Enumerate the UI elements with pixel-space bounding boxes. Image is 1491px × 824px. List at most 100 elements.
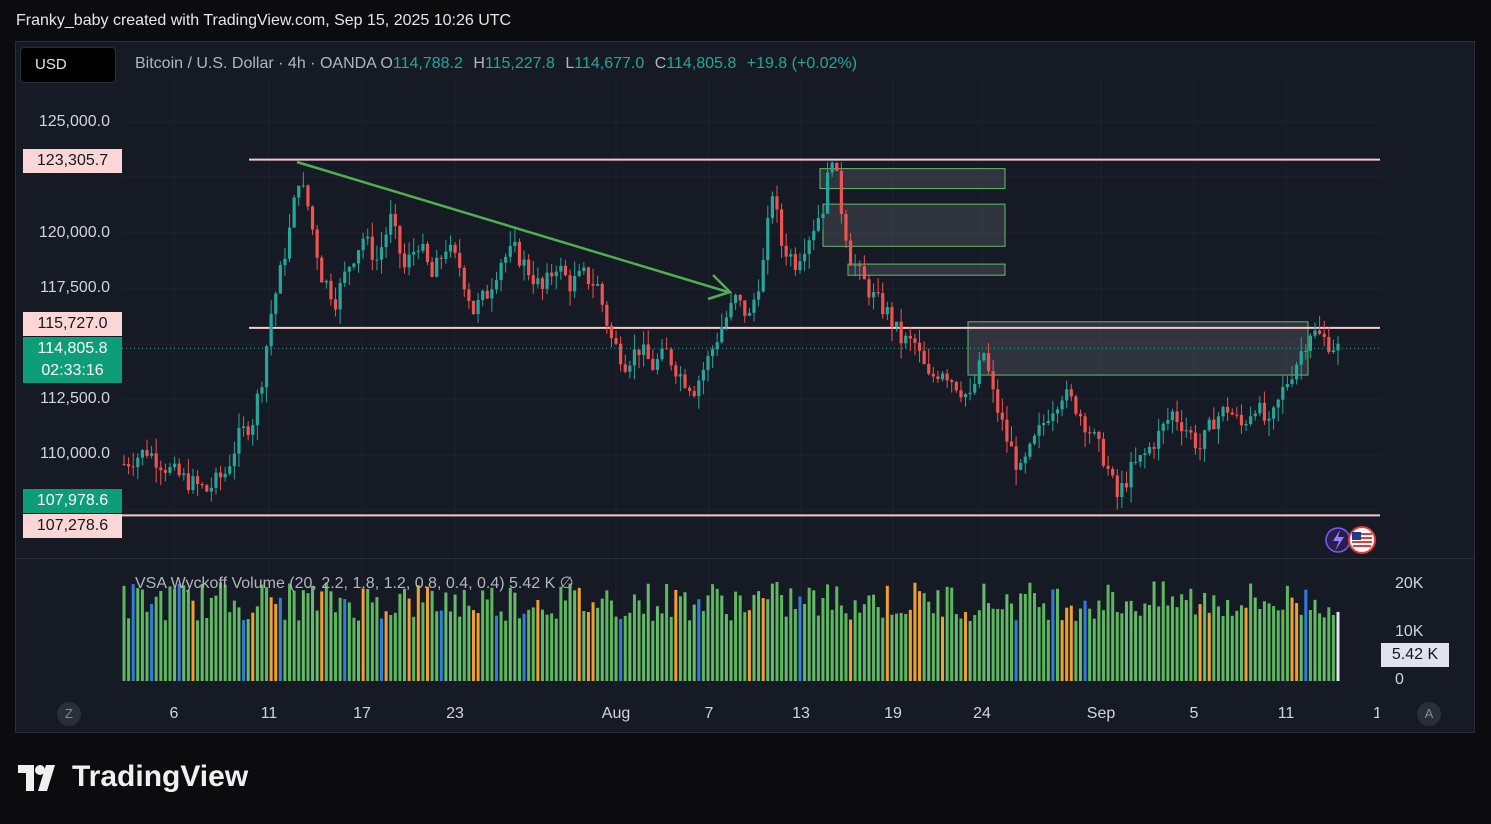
auto-scale-button[interactable]: A <box>1417 702 1441 726</box>
candle-body <box>218 472 223 478</box>
candle-body <box>1097 431 1101 439</box>
volume-bar <box>628 612 632 681</box>
candle-body <box>835 162 839 171</box>
volume-tick: 20K <box>1395 575 1424 592</box>
volume-bar <box>1258 608 1262 681</box>
candle-body <box>1249 416 1253 425</box>
time-tick: 19 <box>884 705 902 722</box>
zoom-button[interactable]: Z <box>57 702 81 726</box>
candle-body <box>669 349 673 366</box>
currency-selector[interactable]: USD <box>20 47 116 83</box>
volume-bar <box>260 584 264 681</box>
volume-bar <box>609 600 613 681</box>
time-tick: Sep <box>1086 705 1116 722</box>
volume-bar <box>996 608 1000 681</box>
candle-body <box>462 267 466 290</box>
volume-bar <box>1069 605 1073 681</box>
volume-bar <box>453 594 457 681</box>
volume-bar <box>922 593 926 681</box>
candle-body <box>232 453 236 467</box>
candle-body <box>789 254 793 257</box>
candle-body <box>1239 414 1244 426</box>
candle-body <box>848 240 853 266</box>
candle-body <box>1170 411 1175 421</box>
volume-bar <box>494 615 498 681</box>
volume-bar <box>334 612 338 681</box>
volume-bar <box>573 590 577 681</box>
volume-bar <box>481 590 485 681</box>
volume-bar <box>775 581 779 681</box>
volume-bar <box>651 620 655 681</box>
high-label: H <box>473 55 485 72</box>
volume-bar <box>1143 603 1147 681</box>
volume-bar <box>711 584 715 681</box>
volume-bar <box>752 594 756 681</box>
candle-body <box>1055 409 1060 414</box>
candle-body <box>1203 430 1207 449</box>
volume-bar <box>1198 604 1202 681</box>
volume-bar <box>352 617 356 681</box>
candle-body <box>1042 423 1046 426</box>
volume-bar <box>821 597 825 681</box>
candle-body <box>416 250 420 252</box>
candle-body <box>1299 351 1303 365</box>
candle-body <box>1092 431 1096 434</box>
volume-bar <box>724 614 728 681</box>
volume-bar <box>1239 605 1243 681</box>
volume-bar <box>761 598 765 681</box>
candle-body <box>122 463 126 465</box>
volume-bar <box>196 620 200 681</box>
volume-bar <box>168 586 172 681</box>
volume-bar <box>757 591 761 681</box>
candle-body <box>301 185 305 187</box>
volume-bar <box>614 616 618 681</box>
candle-body <box>830 162 834 173</box>
candle-body <box>876 292 880 294</box>
candle-body <box>274 293 278 314</box>
volume-current-badge: 5.42 K <box>1381 643 1449 667</box>
candle-body <box>412 251 416 255</box>
candle-body <box>1226 406 1230 413</box>
candle-body <box>435 257 439 277</box>
candle-body <box>913 338 917 343</box>
candle-body <box>545 272 549 290</box>
candle-body <box>812 230 816 241</box>
symbol-label[interactable]: Bitcoin / U.S. Dollar · 4h · OANDA <box>135 55 376 72</box>
volume-bar <box>1014 620 1018 681</box>
tradingview-logo[interactable]: TradingView <box>18 760 248 794</box>
candle-body <box>191 476 195 491</box>
volume-bar <box>1065 607 1069 681</box>
volume-bar <box>527 609 531 681</box>
volume-indicator-label[interactable]: VSA Wyckoff Volume (20, 2.2, 1.8, 1.2, 0… <box>135 575 574 592</box>
volume-bar <box>545 614 549 681</box>
volume-bar <box>701 611 705 681</box>
candle-body <box>858 265 862 267</box>
volume-bar <box>577 587 581 681</box>
candle-body <box>577 270 581 277</box>
volume-bar <box>862 604 866 681</box>
candle-body <box>283 258 287 266</box>
volume-bar <box>292 590 296 681</box>
volume-bar <box>913 582 917 681</box>
volume-bar <box>950 587 954 681</box>
candle-body <box>605 304 609 326</box>
candle-body <box>287 227 292 259</box>
volume-bar <box>150 603 154 681</box>
volume-bar <box>485 599 489 681</box>
volume-bar <box>798 596 802 681</box>
volume-bar <box>375 597 379 681</box>
volume-bar <box>131 584 135 681</box>
volume-bar <box>747 610 751 681</box>
volume-bar <box>1051 589 1055 681</box>
candle-body <box>1115 475 1119 497</box>
candle-body <box>1134 461 1138 463</box>
volume-bar <box>660 613 664 681</box>
volume-bar <box>780 595 784 681</box>
candle-body <box>586 267 591 285</box>
volume-bar <box>1111 591 1115 681</box>
candle-body <box>1221 406 1225 417</box>
candle-body <box>1028 443 1032 457</box>
pane-separator[interactable] <box>16 558 1474 559</box>
candle-body <box>159 467 163 471</box>
